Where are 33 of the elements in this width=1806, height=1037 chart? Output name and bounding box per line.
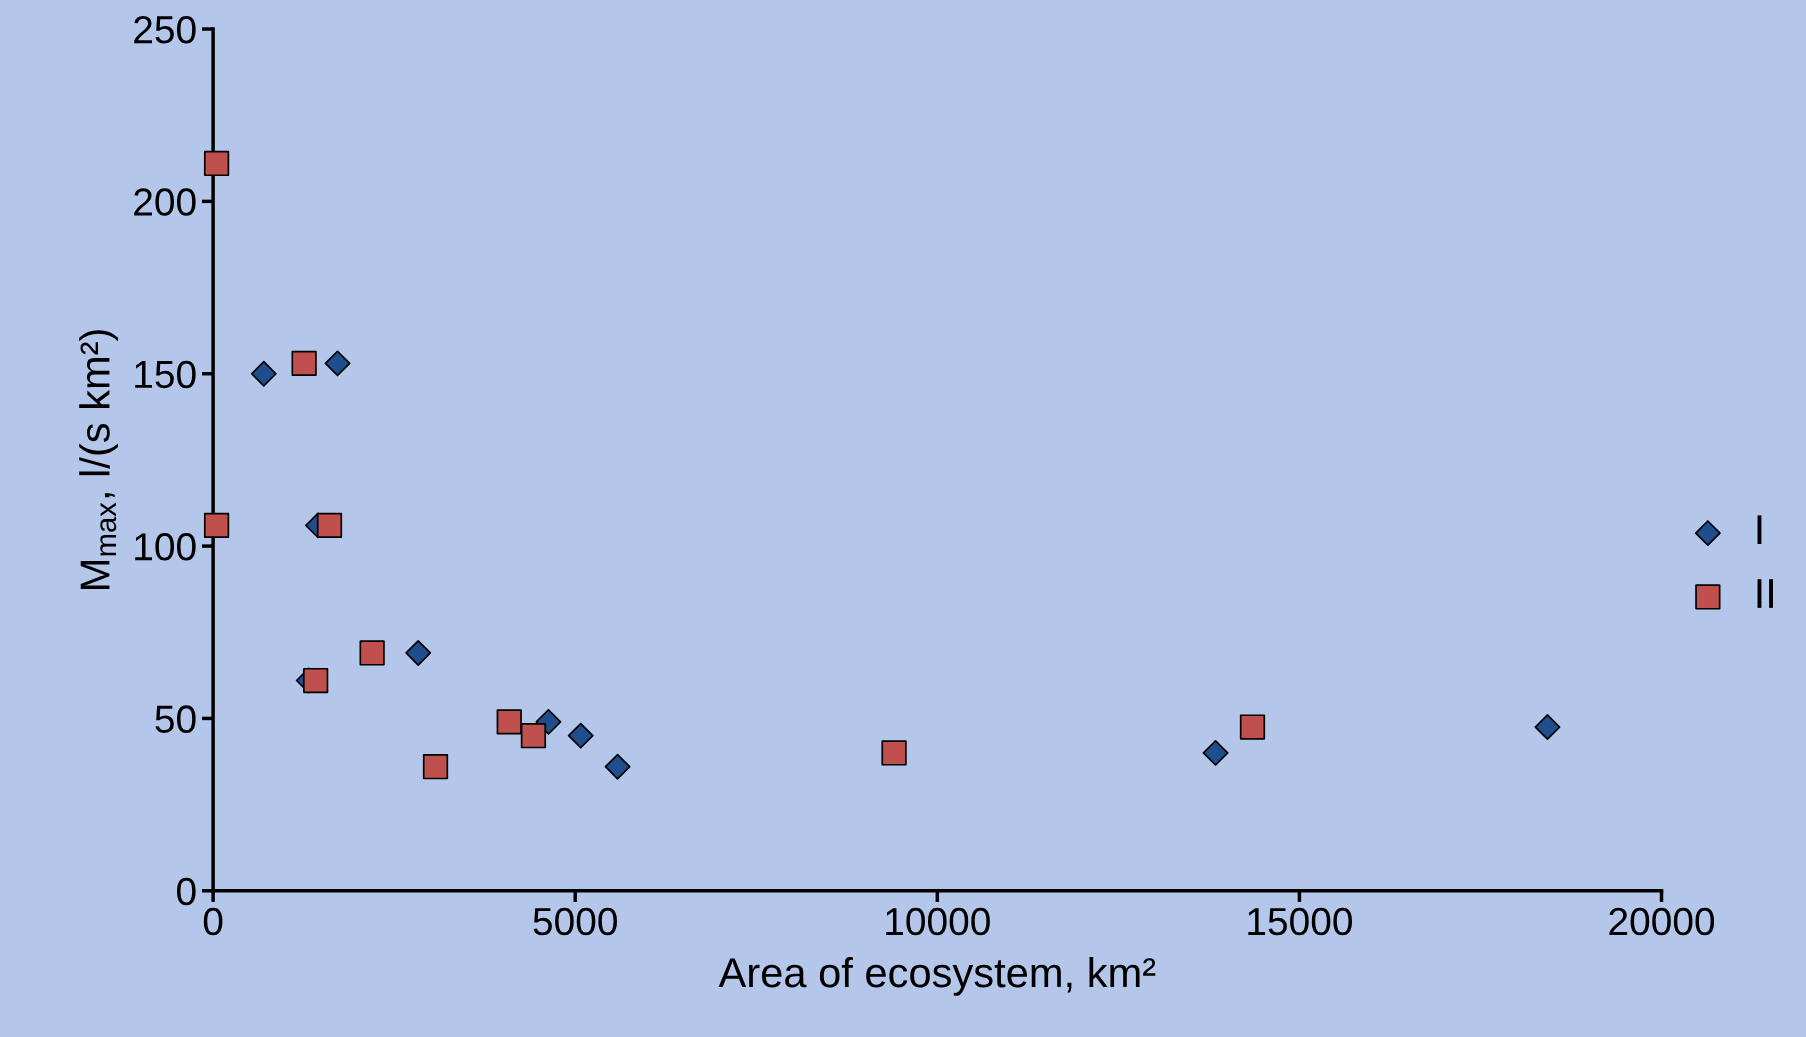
point	[496, 709, 522, 735]
x-tick-label: 10000	[886, 907, 990, 936]
point	[203, 150, 230, 177]
point	[405, 639, 432, 666]
point	[291, 350, 317, 377]
y-tick-label: 250	[134, 15, 196, 44]
x-tick-label: 20000	[1609, 907, 1715, 936]
y-axis-title: M$_{max}$, l/(s km²)	[79, 330, 119, 589]
point	[1202, 739, 1229, 766]
point	[422, 754, 449, 780]
point	[250, 360, 277, 387]
point	[1239, 714, 1266, 740]
point	[1534, 714, 1561, 740]
x-tick-label: 0	[203, 907, 223, 936]
x-axis-title: Area of ecosystem, km²	[718, 956, 1156, 996]
point	[359, 640, 385, 666]
legend-label: I	[1757, 515, 1762, 545]
point	[203, 512, 230, 539]
point	[604, 753, 631, 780]
legend-label: II	[1757, 579, 1773, 608]
y-tick-label: 0	[177, 877, 196, 906]
point	[303, 667, 329, 694]
y-tick-label: 150	[135, 360, 196, 389]
x-tick-label: 15000	[1248, 907, 1352, 936]
y-tick-label: 100	[135, 533, 196, 561]
point	[316, 512, 343, 539]
x-tick-label: 5000	[533, 907, 617, 936]
point	[520, 723, 547, 749]
point	[324, 350, 351, 377]
point	[567, 722, 594, 749]
y-tick-label: 200	[134, 188, 196, 216]
point	[881, 740, 907, 766]
y-tick-label: 50	[155, 705, 196, 733]
